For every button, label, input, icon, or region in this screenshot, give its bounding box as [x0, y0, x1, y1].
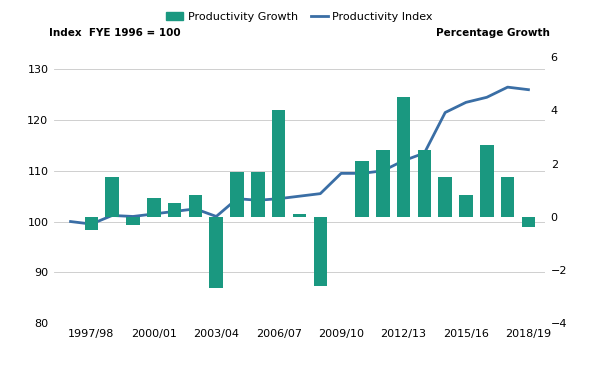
Bar	[251, 171, 265, 217]
Bar	[230, 171, 244, 217]
Bar	[126, 217, 140, 225]
Bar	[522, 217, 535, 227]
Bar	[501, 177, 515, 217]
Bar	[397, 97, 410, 217]
Bar	[459, 196, 473, 217]
Bar	[376, 150, 389, 217]
Text: Index  FYE 1996 = 100: Index FYE 1996 = 100	[49, 29, 181, 39]
Bar	[313, 217, 327, 286]
Bar	[147, 198, 161, 217]
Bar	[438, 177, 452, 217]
Text: Percentage Growth: Percentage Growth	[436, 29, 550, 39]
Bar	[84, 217, 98, 230]
Bar	[168, 203, 181, 217]
Bar	[272, 110, 286, 217]
Bar	[480, 145, 494, 217]
Bar	[210, 217, 223, 288]
Bar	[293, 214, 306, 217]
Bar	[355, 161, 369, 217]
Bar	[105, 177, 119, 217]
Bar	[418, 150, 431, 217]
Bar	[189, 196, 202, 217]
Legend: Productivity Growth, Productivity Index: Productivity Growth, Productivity Index	[162, 8, 437, 27]
